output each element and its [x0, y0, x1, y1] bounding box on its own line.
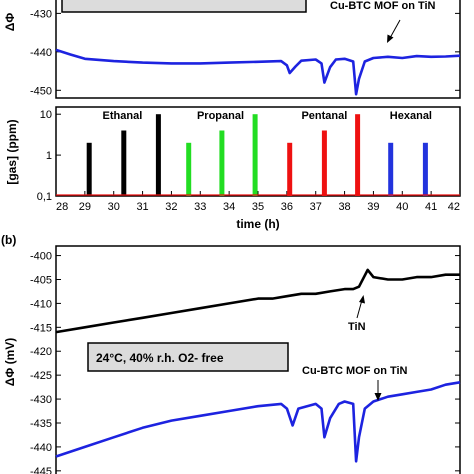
panel-a-bottom-y-tick-label: 10	[40, 109, 52, 121]
panel-a-bottom-x-tick-label: 29	[79, 201, 91, 213]
panel-b-condition-text: 24°C, 40% r.h. O2- free	[96, 351, 224, 365]
panel-a-bottom-y-ticks: 0,1 1 10	[37, 109, 61, 203]
panel-a-bottom-x-tick-label: 40	[396, 201, 408, 213]
panel-b-annotation-tin-arrow	[356, 299, 363, 319]
panel-a-bottom-x-axis-label: time (h)	[236, 217, 279, 231]
panel-a-top-frame	[55, 0, 461, 99]
gas-bar	[186, 142, 192, 196]
panel-a-top-y-tick-label: -450	[30, 85, 52, 97]
panel-a-top-annotation-arrow-head	[387, 34, 394, 43]
panel-a-bottom-group-labels: Ethanal Propanal Pentanal Hexanal	[103, 110, 432, 122]
panel-a-bottom-x-tick-label: 38	[338, 201, 350, 213]
panel-a-top-y-tick-label: -430	[30, 8, 52, 20]
panel-a-bottom-y-tick-label: 0,1	[37, 191, 52, 203]
panel-a-bottom-y-axis-label: [gas] (ppm)	[5, 119, 19, 184]
panel-a-top-y-ticks: -430 -440 -450	[30, 8, 460, 97]
panel-a-bottom-x-ticks: 28 29 30 31 32 33 34 35 36 37 38 39 40 41 42	[55, 191, 461, 213]
gas-bar	[321, 130, 327, 196]
panel-a-bottom-x-tick-label: 34	[223, 201, 235, 213]
gas-group-label: Propanal	[197, 110, 244, 122]
panel-a-bottom-bars	[56, 114, 460, 196]
panel-a-bottom-x-tick-label: 42	[448, 201, 460, 213]
panel-a-top-y-axis-label: ΔΦ	[3, 13, 17, 32]
panel-b-y-tick-label: -425	[30, 370, 52, 382]
panel-a-bottom-x-tick-label: 30	[108, 201, 120, 213]
panel-b-y-tick-label: -420	[30, 346, 52, 358]
panel-a-bottom-x-tick-label: 35	[252, 201, 264, 213]
panel-a-top-label-box	[61, 0, 307, 13]
panel-b-y-tick-label: -410	[30, 298, 52, 310]
panel-b-y-axis-label: ΔΦ (mV)	[3, 338, 17, 386]
panel-b-condition-box	[87, 342, 289, 372]
gas-bar	[287, 142, 293, 196]
panel-b-y-tick-label: -405	[30, 274, 52, 286]
panel-a-bottom: 0,1 1 10 28 29 30 31 32 33 34 35 36 37 38 39 40 41 42 Et…	[5, 106, 461, 231]
gas-bar	[155, 114, 161, 196]
gas-bar	[355, 114, 361, 196]
panel-b-label: (b)	[1, 233, 16, 247]
panel-b-y-tick-label: -435	[30, 418, 52, 430]
gas-bar	[121, 130, 127, 196]
panel-a-bottom-x-tick-label: 36	[281, 201, 293, 213]
gas-bar	[422, 142, 428, 196]
panel-b-annotation-cubtc-arrow-head	[374, 393, 382, 401]
panel-a-bottom-x-tick-label: 33	[194, 201, 206, 213]
panel-a-top-y-tick-label: -440	[30, 47, 52, 59]
panel-b-y-tick-label: -445	[30, 466, 52, 474]
panel-a-bottom-x-tick-label: 41	[425, 201, 437, 213]
panel-b-frame	[55, 245, 461, 474]
panel-b-series-tin-line	[55, 268, 460, 334]
gas-group-label: Ethanal	[103, 110, 143, 122]
panel-b-series-cubtc-line	[55, 381, 461, 463]
panel-a-bottom-x-tick-label: 37	[310, 201, 322, 213]
panel-b-annotation-tin: TiN	[348, 321, 366, 333]
gas-bar	[219, 130, 225, 196]
panel-a-bottom-x-tick-label: 39	[367, 201, 379, 213]
panel-a-bottom-y-tick-label: 1	[46, 150, 52, 162]
panel-b-annotation-cubtc: Cu-BTC MOF on TiN	[302, 365, 408, 377]
panel-a-top-annotation-arrow	[389, 19, 401, 39]
panel-a-bottom-x-tick-label: 32	[165, 201, 177, 213]
panel-b-y-tick-label: -415	[30, 322, 52, 334]
gas-bar	[252, 114, 258, 196]
gas-group-label: Hexanal	[390, 110, 432, 122]
panel-b: (b) -400 -405 -410 -415 -420 -425 -430 -435 -440…	[1, 233, 461, 474]
panel-b-y-tick-label: -430	[30, 394, 52, 406]
gas-group-label: Pentanal	[301, 110, 347, 122]
panel-a-bottom-x-tick-label: 31	[136, 201, 148, 213]
panel-a-top-annotation: Cu-BTC MOF on TiN	[330, 0, 436, 12]
panel-b-y-tick-label: -440	[30, 442, 52, 454]
gas-bar	[388, 142, 394, 196]
panel-b-annotation-tin-arrow-head	[359, 295, 365, 304]
panel-b-y-ticks: -400 -405 -410 -415 -420 -425 -430 -435 -440 -445	[30, 251, 460, 474]
panel-a-bottom-x-tick-label: 28	[56, 201, 68, 213]
panel-a-top: -430 -440 -450 ΔΦ Cu-BTC MOF on TiN	[3, 0, 461, 99]
gas-bar	[86, 142, 92, 196]
panel-b-y-tick-label: -400	[30, 251, 52, 263]
panel-a-top-series-line	[55, 48, 461, 96]
